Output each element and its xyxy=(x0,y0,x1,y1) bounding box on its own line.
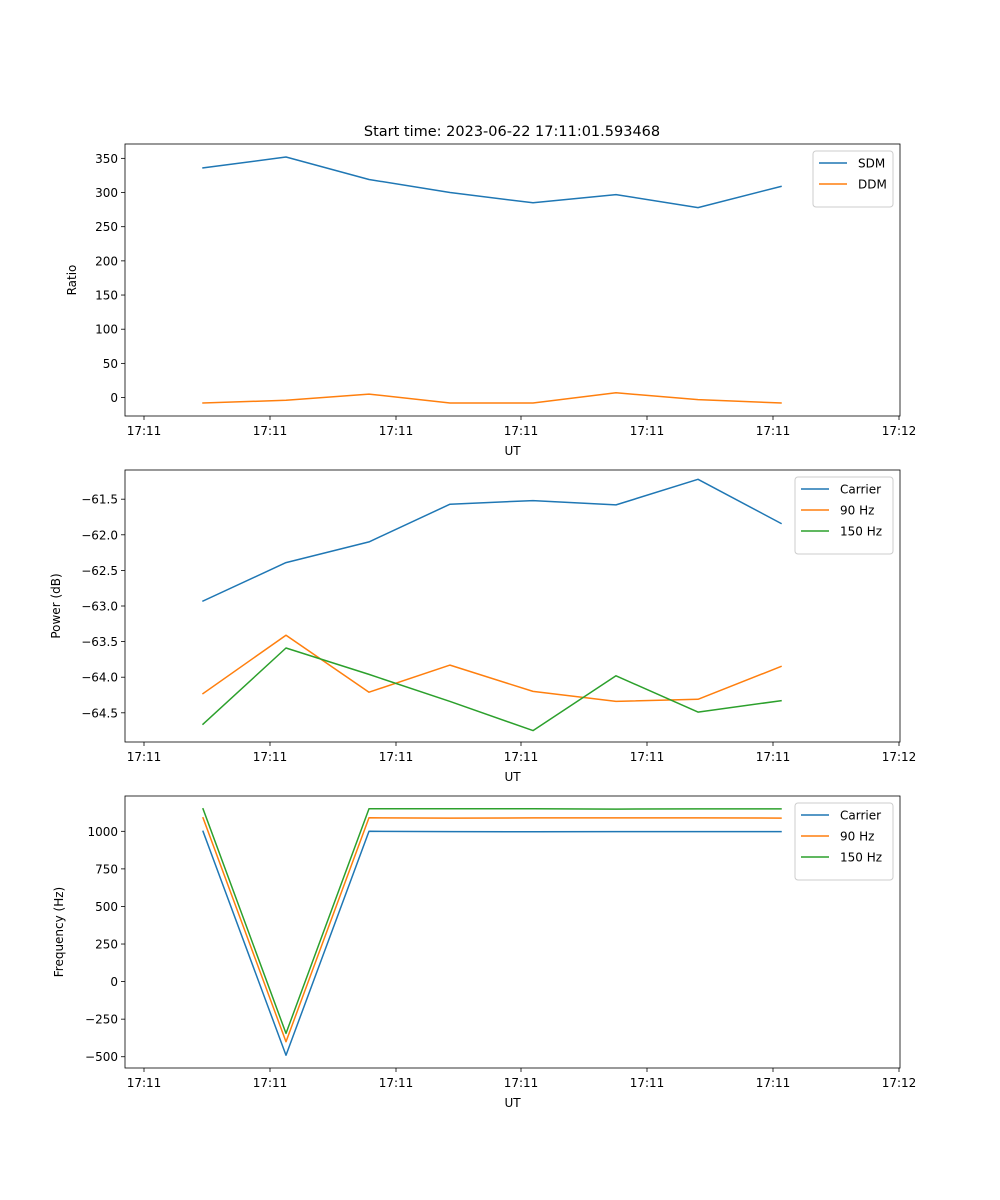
legend: Carrier 90 Hz 150 Hz xyxy=(794,476,894,555)
series-line-carrier xyxy=(202,478,783,602)
y-tick-label: −62.0 xyxy=(81,528,118,542)
series-line-90-hz xyxy=(202,816,782,1043)
figure-title: Start time: 2023-06-22 17:11:01.593468 xyxy=(364,124,660,140)
x-tick-label: 17:12 xyxy=(882,750,917,764)
x-tick-label: 17:11 xyxy=(379,1076,414,1090)
y-tick-label: 200 xyxy=(95,254,118,268)
legend-label: 150 Hz xyxy=(840,525,882,539)
y-tick-label: 250 xyxy=(95,938,118,952)
x-tick-label: 17:11 xyxy=(127,750,162,764)
x-tick-label: 17:11 xyxy=(756,1076,791,1090)
y-tick-label: 50 xyxy=(103,357,118,371)
x-tick-label: 17:12 xyxy=(882,424,917,438)
axes-frame xyxy=(124,795,901,1069)
y-tick-label: 0 xyxy=(110,975,118,989)
x-tick-label: 17:12 xyxy=(882,1076,917,1090)
x-tick-label: 17:11 xyxy=(127,1076,162,1090)
x-tick-label: 17:11 xyxy=(253,1076,288,1090)
x-tick-label: 17:11 xyxy=(379,424,414,438)
y-axis-label: Frequency (Hz) xyxy=(52,887,66,978)
y-tick-label: 150 xyxy=(95,289,118,303)
x-tick-label: 17:11 xyxy=(504,750,539,764)
y-tick-label: −63.5 xyxy=(81,635,118,649)
series-line-150-hz xyxy=(201,647,782,732)
y-tick-label: 500 xyxy=(95,900,118,914)
y-tick-label: 350 xyxy=(95,152,118,166)
legend: SDM DDM xyxy=(812,150,894,208)
y-tick-label: −62.5 xyxy=(81,564,118,578)
y-tick-label: 750 xyxy=(95,862,118,876)
chart-panel-1: 17:11 17:11 17:11 17:11 17:11 17:11 17:12 UT 0 50… xyxy=(65,143,917,458)
legend-label: 90 Hz xyxy=(840,830,874,844)
series-line-sdm xyxy=(202,156,782,209)
legend-box xyxy=(794,476,894,555)
chart-panels: 17:11 17:11 17:11 17:11 17:11 17:11 17:12 UT 0 50… xyxy=(49,143,917,1110)
series-line-ddm xyxy=(202,392,782,404)
series-line-90-hz xyxy=(201,634,782,703)
y-tick-label: 300 xyxy=(95,186,118,200)
series-line-carrier xyxy=(202,830,782,1056)
y-tick-label: −61.5 xyxy=(81,493,118,507)
legend-label: 90 Hz xyxy=(840,504,874,518)
axes-frame xyxy=(124,143,901,417)
x-tick-label: 17:11 xyxy=(379,750,414,764)
y-tick-label: 0 xyxy=(110,391,118,405)
y-tick-label: −63.0 xyxy=(81,600,118,614)
series-line-150-hz xyxy=(202,807,782,1035)
y-axis-label: Ratio xyxy=(65,265,79,296)
chart-panel-2: 17:11 17:11 17:11 17:11 17:11 17:11 17:12 UT −64… xyxy=(49,469,917,784)
x-tick-label: 17:11 xyxy=(630,1076,665,1090)
legend-label: 150 Hz xyxy=(840,851,882,865)
y-axis-label: Power (dB) xyxy=(49,573,63,638)
x-tick-label: 17:11 xyxy=(253,424,288,438)
chart-panel-3: 17:11 17:11 17:11 17:11 17:11 17:11 17:12 UT −50… xyxy=(52,795,917,1110)
y-tick-label: 250 xyxy=(95,220,118,234)
legend-label: Carrier xyxy=(840,483,881,497)
y-tick-label: −64.0 xyxy=(81,671,118,685)
y-tick-label: −250 xyxy=(85,1013,118,1027)
x-tick-label: 17:11 xyxy=(756,750,791,764)
legend-box xyxy=(794,802,894,881)
x-tick-label: 17:11 xyxy=(127,424,162,438)
x-tick-label: 17:11 xyxy=(756,424,791,438)
x-axis-label: UT xyxy=(504,444,521,458)
y-tick-label: −500 xyxy=(85,1050,118,1064)
y-tick-label: 100 xyxy=(95,323,118,337)
x-tick-label: 17:11 xyxy=(504,424,539,438)
x-axis-label: UT xyxy=(504,1096,521,1110)
axes-frame xyxy=(124,469,901,743)
legend-label: DDM xyxy=(858,178,887,192)
x-tick-label: 17:11 xyxy=(504,1076,539,1090)
legend: Carrier 90 Hz 150 Hz xyxy=(794,802,894,881)
y-tick-label: −64.5 xyxy=(81,706,118,720)
x-tick-label: 17:11 xyxy=(253,750,288,764)
y-tick-label: 1000 xyxy=(87,825,118,839)
legend-label: Carrier xyxy=(840,809,881,823)
legend-box xyxy=(812,150,894,208)
x-tick-label: 17:11 xyxy=(630,424,665,438)
legend-label: SDM xyxy=(858,157,885,171)
x-axis-label: UT xyxy=(504,770,521,784)
x-tick-label: 17:11 xyxy=(630,750,665,764)
